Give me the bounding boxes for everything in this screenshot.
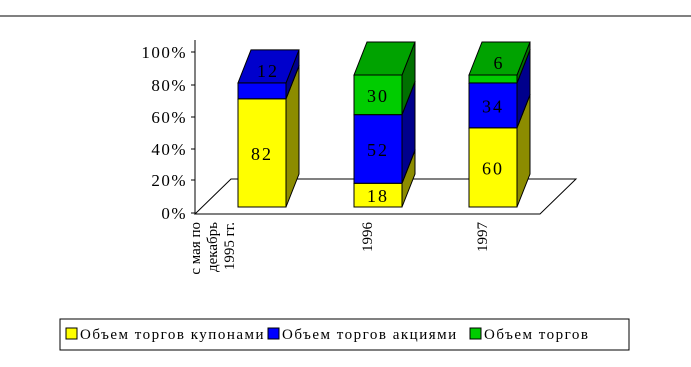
data-label: 18: [367, 186, 389, 206]
data-label: 6: [494, 53, 505, 73]
x-axis-labels: с мая по декабрь 1995 гг. 1996 1997: [188, 222, 491, 275]
legend-box: [59, 318, 630, 351]
bar-segment-top: [468, 41, 531, 76]
data-label: 60: [482, 158, 504, 178]
bar-segment-front: [468, 127, 518, 208]
legend-label: Объем торгов купонами: [80, 327, 265, 343]
x-tick-label: с мая по: [188, 222, 204, 275]
x-tick-label: 1996: [360, 222, 376, 253]
y-tick-label: 60%: [151, 108, 187, 127]
bar-segment-top: [353, 41, 416, 76]
data-label: 82: [251, 144, 273, 164]
y-axis-ticks: 0% 20% 40% 60% 80% 100%: [141, 43, 195, 223]
bar-segment-front: [237, 98, 287, 208]
x-tick-label: декабрь: [205, 222, 221, 272]
legend: Объем торгов купонами Объем торгов акциям…: [65, 327, 589, 343]
legend-label: Объем торгов акциями: [282, 327, 458, 343]
y-tick-label: 40%: [151, 140, 187, 159]
bar-stack: 82 12: [237, 49, 300, 208]
y-tick-label: 80%: [151, 76, 187, 95]
bar-segment-front: [468, 74, 518, 84]
bar-stack: 18 52 30: [353, 41, 416, 208]
x-tick-label: 1995 гг.: [222, 222, 238, 270]
y-tick-label: 20%: [151, 171, 187, 190]
bar-stack: 60 34 6: [468, 41, 531, 208]
data-label: 34: [482, 96, 504, 116]
bar-segment-top: [237, 49, 300, 84]
x-tick-label: 1997: [475, 222, 491, 253]
legend-swatch: [469, 327, 482, 340]
y-tick-label: 0%: [161, 204, 187, 223]
data-label: 30: [367, 86, 389, 106]
legend-swatch: [65, 327, 78, 340]
bars: 82 12 18 52 30 60 34 6: [237, 41, 531, 208]
data-label: 52: [367, 140, 389, 160]
data-label: 12: [257, 61, 279, 81]
legend-swatch: [267, 327, 280, 340]
bar-segment-front: [237, 82, 287, 100]
y-tick-label: 100%: [141, 43, 187, 62]
legend-label: Объем торгов: [484, 327, 589, 343]
